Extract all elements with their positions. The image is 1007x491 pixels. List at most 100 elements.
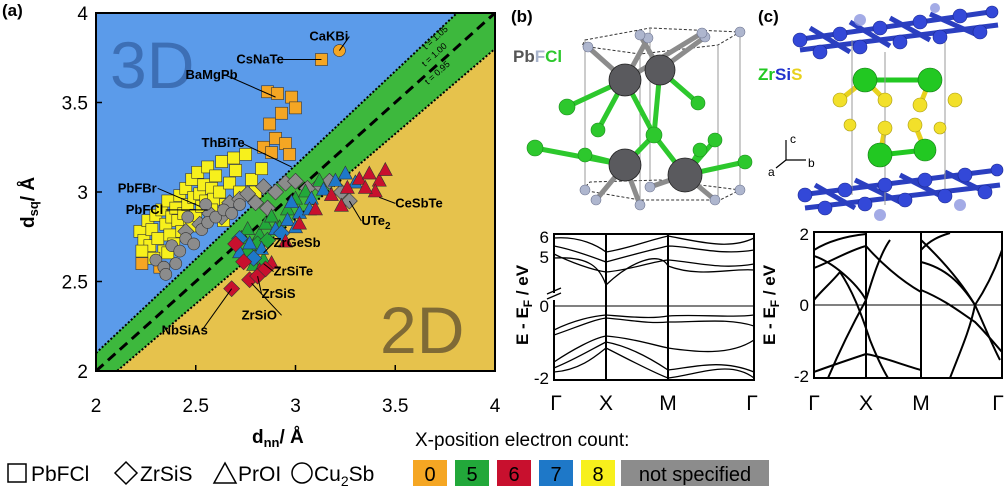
- swatch-label-7: 7: [550, 464, 561, 486]
- electron-count-swatches: 0 5 6 7 8 not specified: [413, 460, 769, 486]
- boundary-line-t-0.95: [115, 48, 495, 371]
- b-ytick-6: 6: [540, 228, 549, 247]
- c-ytick-0: 0: [800, 296, 809, 315]
- point-square-0-6: [279, 137, 292, 150]
- point-circle-ns-14: [181, 210, 195, 224]
- point-square-8-33: [209, 169, 222, 183]
- c-ytick-m2: -2: [794, 367, 809, 386]
- annotation-label-bamgpb: BaMgPb: [186, 67, 238, 82]
- point-triangle-6-6: [339, 179, 355, 194]
- pbfcl-crystal-structure: [526, 26, 753, 211]
- c-xtick-x: X: [859, 392, 873, 415]
- annotation-leader-3: [241, 142, 292, 168]
- y-tick-label-4: 4: [77, 4, 88, 25]
- b-xtick-gamma-2: Γ: [746, 392, 758, 415]
- x-tick-label-1: 2.5: [183, 396, 209, 417]
- c-xtick-gamma-1: Γ: [808, 392, 820, 415]
- y-tick-label-1: 2.5: [62, 273, 88, 294]
- point-square-0-0: [135, 257, 149, 270]
- swatch-label-not-specified: not specified: [639, 464, 751, 486]
- annotation-label-nbsias: NbSiAs: [162, 323, 208, 338]
- annotation-leader-9: [263, 263, 274, 272]
- region-label-2d: 2D: [380, 293, 464, 367]
- point-diamond-6-5: [227, 235, 245, 253]
- point-square-8-6: [151, 232, 165, 245]
- boundary-line-t-1.05: [96, 13, 459, 354]
- legend-proi-label: PrOI: [238, 463, 281, 486]
- point-circle-ns-11: [233, 198, 246, 211]
- c-y-axis-label: E - EF / eV: [760, 264, 782, 345]
- point-triangle-7-6: [303, 190, 319, 205]
- annotation-leader-4: [157, 187, 200, 207]
- point-triangle-6-5: [323, 186, 339, 201]
- annotation-label-ute: UTe2: [361, 213, 391, 232]
- electron-count-legend: X-position electron count: 0 5 6 7 8 not spec…: [413, 430, 769, 486]
- annotation-label-cesbte: CeSbTe: [395, 195, 442, 210]
- point-triangle-5-5: [264, 208, 280, 223]
- legend-cu2sb-label: Cu2Sb: [314, 463, 374, 489]
- point-square-8-44: [135, 244, 149, 258]
- point-square-8-40: [239, 148, 252, 161]
- annotation-label-pbfcl: PbFCl: [126, 202, 164, 217]
- annotation-label-thbite: ThBiTe: [202, 135, 245, 150]
- point-diamond-6-4: [235, 253, 253, 271]
- legend-circle-icon: [291, 462, 313, 484]
- c-ytick-2: 2: [800, 225, 809, 244]
- point-square-0-12: [271, 87, 284, 100]
- point-triangle-6-4: [307, 201, 323, 216]
- swatch-label-8: 8: [592, 464, 603, 486]
- swatch-not-specified: [621, 460, 769, 486]
- swatch-8: [581, 460, 615, 486]
- point-square-8-38: [229, 164, 242, 177]
- region-2d: [96, 48, 495, 371]
- point-circle-ns-13: [169, 257, 183, 270]
- boundary-line-t-1.00: [96, 13, 495, 371]
- annotation-label-cakbi: CaKBi: [309, 29, 348, 44]
- structure-type-legend: PbFCl ZrSiS PrOI Cu2Sb: [7, 460, 374, 489]
- axis-b-label: b: [808, 156, 815, 170]
- point-triangle-7-9: [337, 165, 353, 180]
- swatch-7: [539, 460, 573, 486]
- point-triangle-7-8: [327, 172, 343, 187]
- point-triangle-7-4: [280, 212, 296, 226]
- annotation-label-zrgesb: ZrGeSb: [274, 235, 321, 250]
- swatch-5: [455, 460, 489, 486]
- panel-c-label: (c): [758, 7, 779, 26]
- point-triangle-7-13: [284, 194, 300, 209]
- x-axis-label: dnn/ Å: [252, 427, 304, 450]
- c-xtick-gamma-2: Γ: [992, 392, 1004, 415]
- point-square-8-41: [245, 173, 258, 186]
- point-circle-ns-0: [149, 253, 163, 267]
- b-ytick-0: 0: [540, 297, 549, 316]
- y-tick-label-0: 2: [77, 362, 88, 383]
- annotation-leader-0: [338, 36, 350, 51]
- point-triangle-6-3: [291, 215, 307, 230]
- b-xtick-gamma-1: Γ: [550, 392, 562, 415]
- annotation-leader-7: [348, 200, 362, 222]
- point-square-8-37: [223, 176, 236, 190]
- point-triangle-5-4: [258, 215, 274, 230]
- point-triangle-6-2: [278, 233, 294, 248]
- point-triangle-7-1: [242, 235, 258, 250]
- swatch-6: [497, 460, 531, 486]
- x-tick-label-0: 2: [91, 396, 102, 417]
- point-triangle-6-12: [357, 179, 373, 194]
- panel-b: (b): [511, 7, 758, 415]
- annotation-label-zrsis: ZrSiS: [262, 286, 296, 301]
- annotation-label-csnate: CsNaTe: [236, 52, 283, 67]
- panel-b-band-frame: [553, 233, 755, 381]
- pbfcl-structure-label: PbFCl: [513, 47, 562, 66]
- point-diamond-6-3: [257, 260, 274, 278]
- point-triangle-6-8: [361, 165, 377, 180]
- y-axis-label: dsq/ Å: [18, 177, 41, 228]
- panel-c-band-frame: [813, 231, 1003, 379]
- point-diamond-ns-7: [267, 183, 284, 201]
- electron-count-legend-title: X-position electron count:: [415, 430, 629, 451]
- swatch-label-6: 6: [508, 464, 519, 486]
- panel-a-scatter: (a) 3D 2D t = 1.05 t = 1.00 t = 0.95 CaK…: [2, 1, 501, 450]
- legend-zrsis-label: ZrSiS: [140, 463, 193, 486]
- point-triangle-7-7: [315, 181, 331, 196]
- c-xtick-m: M: [912, 392, 930, 415]
